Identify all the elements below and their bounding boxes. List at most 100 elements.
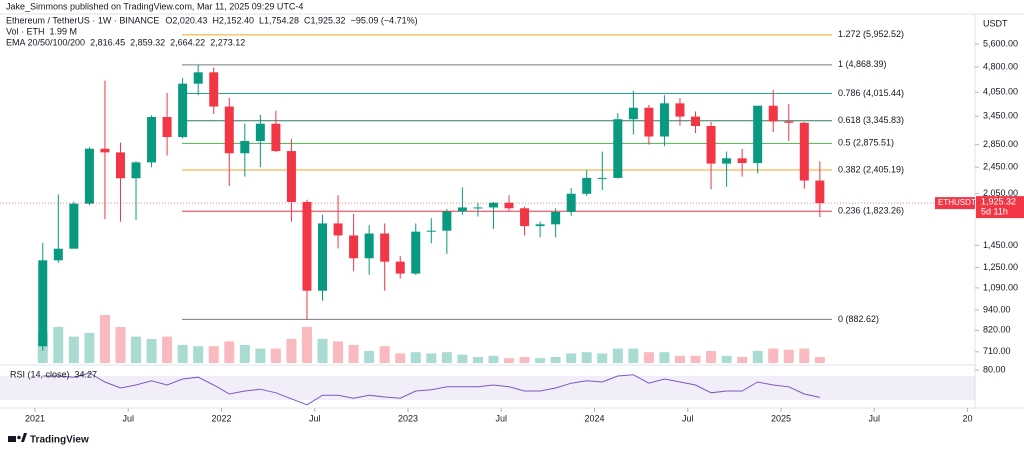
volume-bar: [301, 327, 312, 363]
volume-bar: [193, 346, 204, 363]
volume-bar: [146, 339, 157, 363]
ema-label: EMA 20/50/100/200: [6, 37, 85, 47]
candle-body: [737, 158, 747, 163]
y-tick-label: 820.00: [983, 325, 1011, 335]
candle-body: [364, 233, 374, 259]
candle-body: [582, 177, 592, 194]
y-tick-label: 3,450.00: [983, 111, 1018, 121]
candle-body: [318, 223, 328, 291]
candle-body: [753, 105, 763, 163]
volume-bar: [488, 355, 499, 363]
ohlc-label: H2,152.40: [212, 15, 254, 25]
ohlc-label: C1,925.32: [304, 15, 346, 25]
candle-body: [722, 158, 732, 164]
price-badge-text: 1,925.32: [981, 196, 1016, 206]
x-tick-label: Jul: [122, 413, 134, 423]
currency: USDT: [983, 18, 1008, 28]
volume-bar: [426, 353, 437, 363]
volume-bar: [115, 327, 126, 363]
candle-body: [815, 180, 825, 204]
x-tick-label: 2022: [211, 413, 231, 423]
volume-bar: [659, 352, 670, 363]
volume-bar: [472, 357, 483, 363]
volume-bar: [535, 358, 546, 363]
y-tick-label: 1,450.00: [983, 240, 1018, 250]
ema-value: 2,273.12: [210, 37, 245, 47]
x-tick-label: 2024: [584, 413, 604, 423]
rsi-name: RSI (14, close): [10, 369, 70, 379]
x-tick-label: Jul: [309, 413, 321, 423]
volume-bar: [550, 357, 561, 363]
candle-body: [286, 151, 296, 202]
rsi-band: [0, 376, 975, 400]
volume-bar: [643, 352, 654, 363]
volume-bar: [177, 345, 188, 363]
y-tick-label: 2,850.00: [983, 139, 1018, 149]
x-tick-label: 2023: [398, 413, 418, 423]
fib-label: 0.5 (2,875.51): [838, 138, 894, 148]
y-tick-label: 710.00: [983, 346, 1011, 356]
candle-body: [628, 107, 638, 120]
candle-body: [675, 103, 685, 117]
volume-bar: [721, 355, 732, 363]
y-tick-label: 2,050.00: [983, 188, 1018, 198]
x-tick-label: 2021: [25, 413, 45, 423]
volume-bar: [286, 339, 297, 363]
volume-bar: [364, 351, 375, 363]
volume-bar: [566, 353, 577, 363]
y-tick-label: 4,800.00: [983, 61, 1018, 71]
volume-bar: [410, 352, 421, 363]
candle-body: [395, 261, 405, 274]
y-tick-label: 2,450.00: [983, 162, 1018, 172]
volume-bar: [737, 357, 748, 363]
volume-bar: [783, 349, 794, 363]
candle-body: [302, 201, 312, 291]
candle-body: [768, 105, 778, 122]
volume-bar: [674, 355, 685, 363]
candle-body: [566, 193, 576, 212]
volume-bar: [799, 348, 810, 363]
fib-label: 1 (4,868.39): [838, 59, 887, 69]
volume-bar: [706, 351, 717, 363]
symbol-badge-text: ETHUSDT: [938, 198, 976, 207]
volume-bar: [317, 339, 328, 363]
volume-bar: [270, 348, 281, 363]
symbol-title: Ethereum / TetherUS · 1W · BINANCE: [6, 15, 159, 25]
ema-value: 2,859.32: [130, 37, 165, 47]
candle-body: [84, 148, 94, 204]
rsi-tick-label: 80.00: [983, 364, 1006, 374]
volume-bar: [68, 336, 79, 363]
candle-body: [255, 123, 265, 142]
candle-body: [457, 207, 467, 212]
y-tick-label: 4,050.00: [983, 87, 1018, 97]
volume-bar: [239, 345, 250, 363]
candle-body: [691, 116, 701, 126]
volume-bar: [224, 341, 235, 363]
candle-body: [488, 202, 498, 208]
candle-body: [38, 260, 48, 347]
candle-body: [411, 231, 421, 274]
volume-bar: [690, 355, 701, 363]
fib-label: 0 (882.62): [838, 314, 879, 324]
fib-label: 1.272 (5,952.52): [838, 29, 904, 39]
volume-bar: [348, 345, 359, 363]
volume-label: Vol · ETH: [6, 26, 45, 36]
candle-body: [426, 230, 436, 232]
candle-body: [162, 117, 172, 137]
volume-bar: [208, 346, 219, 363]
candle-body: [333, 223, 343, 236]
candle-body: [706, 125, 716, 164]
volume-bar: [519, 357, 530, 363]
candle-body: [271, 123, 281, 152]
volume-bar: [162, 336, 173, 363]
volume-bar: [581, 352, 592, 363]
candle-body: [53, 248, 63, 261]
y-tick-label: 1,090.00: [983, 282, 1018, 292]
volume-bar: [53, 327, 64, 363]
rsi-last: 34.27: [75, 369, 98, 379]
candle-body: [131, 162, 141, 179]
candle-body: [520, 208, 530, 227]
candle-body: [473, 207, 483, 209]
candle-body: [442, 211, 452, 231]
candle-body: [644, 107, 654, 137]
